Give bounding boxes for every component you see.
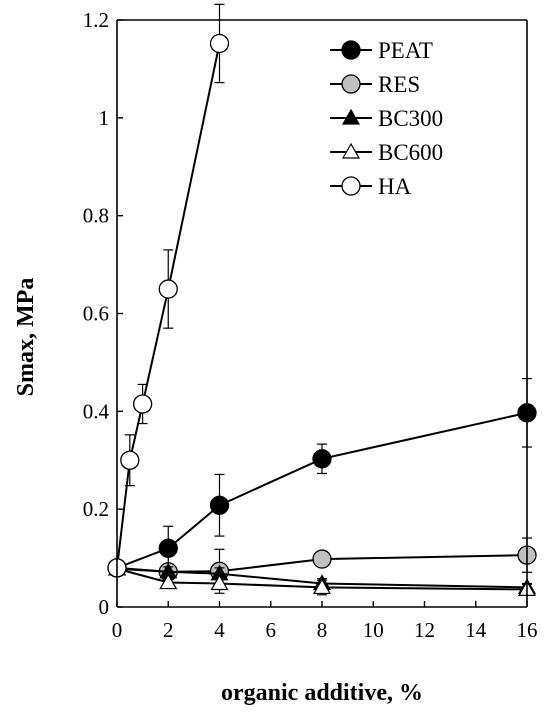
x-tick-label: 14	[465, 618, 487, 642]
x-tick-label: 6	[266, 618, 277, 642]
legend: PEAT RES BC300 BC600 HA	[330, 38, 443, 199]
x-tick-label: 2	[163, 618, 174, 642]
legend-item-peat: PEAT	[330, 38, 433, 63]
legend-label-peat: PEAT	[378, 38, 433, 63]
legend-item-bc300: BC300	[330, 106, 443, 131]
y-tick-label: 0	[99, 595, 110, 619]
legend-label-bc600: BC600	[378, 140, 443, 165]
data-point-peat	[209, 495, 230, 515]
x-tick-label: 12	[414, 618, 435, 642]
y-tick-label: 0.4	[83, 399, 110, 423]
data-point-bc600	[210, 574, 229, 591]
data-point-ha	[209, 33, 230, 54]
x-tick-label: 10	[363, 618, 384, 642]
x-tick-label: 8	[317, 618, 328, 642]
legend-label-res: RES	[378, 72, 420, 97]
legend-item-bc600: BC600	[330, 140, 443, 165]
legend-marker-bc600	[341, 142, 361, 159]
legend-item-ha: HA	[330, 174, 412, 199]
y-tick-label: 1.2	[83, 8, 109, 32]
legend-label-bc300: BC300	[378, 106, 443, 131]
axes-layer: 0 0.2 0.4 0.6 0.8 1 1.2 0 2 4 6 8 10 12 14 16	[83, 8, 538, 642]
y-tick-label: 0.2	[83, 497, 109, 521]
data-point-ha	[158, 279, 178, 299]
data-point-bc600	[312, 578, 332, 595]
data-point-peat	[158, 538, 178, 558]
legend-marker-peat	[341, 40, 361, 60]
x-tick-label: 0	[112, 618, 123, 642]
legend-marker-ha	[341, 176, 361, 196]
y-tick-label: 0.8	[83, 204, 109, 228]
y-tick-label: 1	[99, 106, 110, 130]
legend-marker-res	[341, 74, 361, 94]
data-point-res	[312, 549, 332, 569]
legend-label-ha: HA	[378, 174, 412, 199]
x-tick-label: 4	[214, 618, 225, 642]
data-point-bc600	[159, 573, 178, 590]
y-axis-title: Smax, MPa	[13, 278, 39, 397]
series-ha	[107, 3, 230, 578]
data-point-ha	[132, 394, 153, 414]
y-tick-label: 0.6	[83, 302, 109, 326]
legend-item-res: RES	[330, 72, 420, 97]
x-tick-label: 16	[517, 618, 538, 642]
x-axis-title: organic additive, %	[221, 680, 423, 706]
data-point-peat	[312, 449, 332, 469]
data-point-ha	[120, 450, 140, 470]
legend-marker-bc300	[341, 108, 361, 125]
